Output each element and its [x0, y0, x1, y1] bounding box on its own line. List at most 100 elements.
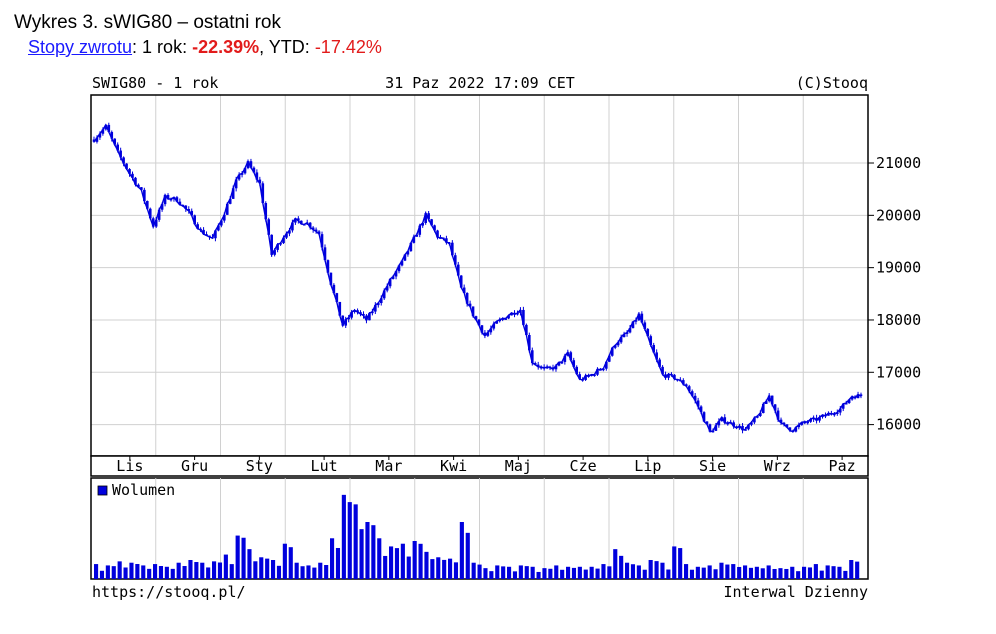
price-candle: [732, 422, 735, 427]
volume-bar: [689, 569, 695, 579]
volume-bar: [660, 562, 665, 579]
volume-bar: [341, 494, 346, 579]
price-candle: [98, 133, 102, 138]
price-candle: [148, 208, 152, 219]
price-candle: [477, 319, 481, 326]
volume-bar: [501, 566, 506, 579]
volume-bar: [636, 565, 641, 579]
price-candle: [522, 309, 525, 325]
volume-bar: [330, 538, 335, 579]
volume-bar: [601, 564, 606, 579]
price-candle: [427, 213, 430, 220]
volume-bar: [430, 559, 435, 579]
price-candle: [406, 251, 410, 255]
price-candle: [658, 359, 661, 367]
volume-bar: [365, 522, 370, 579]
price-candle: [652, 345, 656, 353]
volume-bar: [294, 562, 299, 579]
volume-bar: [548, 568, 553, 579]
price-candle: [329, 272, 333, 285]
price-candle: [252, 167, 256, 173]
price-candle: [391, 276, 395, 279]
price-candle: [335, 293, 339, 302]
price-candle: [267, 219, 271, 235]
volume-bar: [105, 565, 110, 579]
price-candle: [572, 360, 576, 367]
volume-bar: [577, 566, 582, 579]
legend-volume: Wolumen: [112, 481, 175, 499]
volume-bar: [442, 559, 447, 579]
volume-bar: [507, 566, 512, 579]
volume-bar: [371, 525, 376, 579]
price-candle: [480, 325, 484, 333]
volume-bar: [164, 566, 169, 579]
price-candle: [107, 124, 111, 132]
price-candle: [667, 373, 670, 378]
volume-bar: [389, 546, 394, 579]
price-candle: [717, 421, 721, 426]
volume-bar: [117, 561, 122, 579]
price-candle: [569, 352, 573, 361]
volume-bar: [707, 565, 712, 579]
price-candle: [294, 218, 297, 223]
price-candle: [350, 312, 353, 318]
volume-bar: [802, 566, 807, 579]
price-candle: [415, 234, 419, 237]
price-candle: [217, 225, 220, 231]
volume-bar: [713, 569, 718, 579]
volume-bar: [383, 555, 388, 579]
volume-bar: [607, 566, 612, 579]
price-candle: [797, 424, 801, 428]
volume-bar: [282, 543, 287, 579]
price-candle: [356, 310, 359, 313]
chart-header-center: 31 Paz 2022 17:09 CET: [385, 74, 575, 92]
volume-bar: [188, 560, 193, 579]
returns-link[interactable]: Stopy zwrotu: [28, 37, 133, 57]
price-candle: [859, 394, 863, 397]
month-label: Wrz: [764, 457, 791, 475]
volume-bar: [141, 565, 146, 579]
volume-bar: [642, 569, 647, 579]
price-candle: [394, 271, 398, 277]
volume-bar: [335, 547, 341, 579]
price-candle: [246, 161, 250, 169]
price-candle: [163, 194, 167, 205]
price-candle: [116, 144, 119, 151]
price-candle: [308, 222, 312, 228]
volume-bar: [206, 567, 211, 579]
price-candle: [696, 400, 700, 407]
volume-bar: [276, 565, 282, 579]
price-candle: [821, 414, 824, 418]
y-tick-label: 16000: [876, 416, 921, 434]
volume-bar: [560, 569, 565, 579]
volume-bar: [784, 568, 789, 579]
price-candle: [285, 233, 288, 238]
price-candle: [776, 410, 780, 420]
price-candle: [838, 408, 842, 413]
price-line: [93, 123, 862, 433]
volume-bar: [477, 564, 482, 579]
price-candle: [622, 333, 626, 338]
price-series: [92, 122, 863, 434]
price-candle: [747, 424, 750, 430]
price-candle: [468, 303, 472, 307]
price-candle: [341, 315, 345, 326]
price-candle: [225, 203, 229, 215]
price-candle: [847, 399, 851, 404]
price-candle: [202, 229, 205, 235]
price-candle: [714, 425, 718, 431]
month-axis: Lis Gru Sty Lut Mar Kwi Maj Cze Lip Sie Wrz Paz: [116, 456, 856, 475]
month-label: Gru: [181, 457, 208, 475]
volume-bar: [695, 566, 700, 579]
price-candle: [400, 260, 404, 266]
footer-url[interactable]: https://stooq.pl/: [92, 583, 246, 601]
price-candle: [166, 194, 170, 199]
volume-bar: [512, 571, 518, 579]
volume-bar: [530, 566, 535, 579]
volume-bar: [625, 562, 630, 579]
volume-bar: [843, 570, 848, 579]
price-candle: [376, 303, 380, 306]
price-candle: [764, 401, 768, 404]
volume-bar: [247, 549, 252, 579]
price-grid: [91, 95, 868, 456]
